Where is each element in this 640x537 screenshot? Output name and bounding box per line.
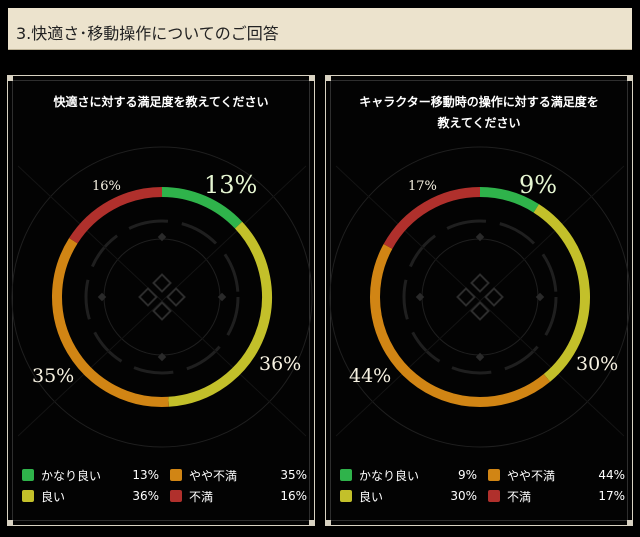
donut-slice-somewhat-dissatisfied xyxy=(52,238,169,407)
ornament-diamond xyxy=(157,232,167,242)
legend-value: 44% xyxy=(598,468,625,482)
legend-item-dissatisfied: 不満 17% xyxy=(488,487,625,505)
legend-swatch xyxy=(488,490,500,502)
legend-swatch xyxy=(170,469,182,481)
ornament-diamond xyxy=(157,352,167,362)
value-label-very-good: 9% xyxy=(519,171,558,199)
background-ornament xyxy=(11,146,313,448)
ornament-diamond xyxy=(456,287,476,307)
legend-value: 16% xyxy=(280,489,307,503)
ornament-diamond xyxy=(138,287,158,307)
legend-item-very-good: かなり良い 9% xyxy=(340,466,477,484)
corner-ornament xyxy=(627,76,632,81)
donut-slice-good xyxy=(533,204,590,382)
legend-item-somewhat-dissatisfied: やや不満 44% xyxy=(488,466,625,484)
chart-title-line: 教えてください xyxy=(437,116,521,130)
chart-title: キャラクター移動時の操作に対する満足度を 教えてください xyxy=(326,92,632,134)
ornament-diamond xyxy=(470,273,490,293)
legend-swatch xyxy=(340,469,352,481)
value-label-good: 30% xyxy=(576,353,619,375)
corner-ornament xyxy=(309,76,314,81)
value-label-very-good: 13% xyxy=(204,171,258,199)
chart-panel-comfort: 快適さに対する満足度を教えてください 16% 13% 36% 35% かなり良い… xyxy=(7,75,315,526)
legend-item-good: 良い 36% xyxy=(22,487,159,505)
legend-value: 30% xyxy=(450,489,477,503)
ornament-line xyxy=(335,165,625,437)
ornament-diamond xyxy=(415,292,425,302)
corner-ornament xyxy=(326,520,331,525)
ornament-diamond xyxy=(166,287,186,307)
donut-slice-very-good xyxy=(161,187,243,229)
ornament-diamond xyxy=(535,292,545,302)
legend-label: かなり良い xyxy=(41,468,102,483)
chart-legend: かなり良い 13% やや不満 35% 良い 36% 不満 16% xyxy=(22,466,307,506)
ornament-diamond xyxy=(152,273,172,293)
ornament-diamond xyxy=(475,352,485,362)
chart-panel-movement: キャラクター移動時の操作に対する満足度を 教えてください 17% 9% 30% … xyxy=(325,75,633,526)
value-label-dissatisfied: 16% xyxy=(92,179,121,194)
legend-label: 不満 xyxy=(189,489,214,504)
value-label-good: 36% xyxy=(259,353,302,375)
legend-item-very-good: かなり良い 13% xyxy=(22,466,159,484)
donut-slice-dissatisfied xyxy=(383,187,481,249)
chart-title: 快適さに対する満足度を教えてください xyxy=(53,95,269,109)
legend-swatch xyxy=(488,469,500,481)
legend-value: 17% xyxy=(598,489,625,503)
corner-ornament xyxy=(627,520,632,525)
value-label-dissatisfied: 17% xyxy=(408,179,437,194)
corner-ornament xyxy=(309,520,314,525)
chart-title-line: キャラクター移動時の操作に対する満足度を xyxy=(359,95,599,109)
corner-ornament xyxy=(326,76,331,81)
donut-chart xyxy=(52,187,272,407)
donut-slice-somewhat-dissatisfied xyxy=(370,244,551,407)
ornament-diamond xyxy=(484,287,504,307)
legend-item-dissatisfied: 不満 16% xyxy=(170,487,307,505)
legend-swatch xyxy=(340,490,352,502)
donut-slice-good xyxy=(168,221,272,407)
chart-legend: かなり良い 9% やや不満 44% 良い 30% 不満 17% xyxy=(340,466,625,506)
legend-swatch xyxy=(22,490,34,502)
legend-value: 35% xyxy=(280,468,307,482)
donut-chart xyxy=(370,187,590,407)
ornament-diamond xyxy=(97,292,107,302)
ornament-ring xyxy=(402,219,558,375)
legend-label: やや不満 xyxy=(507,468,556,483)
legend-item-good: 良い 30% xyxy=(340,487,477,505)
legend-swatch xyxy=(170,490,182,502)
corner-ornament xyxy=(8,520,13,525)
ornament-ring xyxy=(84,219,240,375)
ornament-line xyxy=(17,165,307,437)
legend-value: 36% xyxy=(132,489,159,503)
legend-item-somewhat-dissatisfied: やや不満 35% xyxy=(170,466,307,484)
section-header xyxy=(8,8,632,50)
corner-ornament xyxy=(8,76,13,81)
donut-slice-very-good xyxy=(479,187,539,213)
background-ornament xyxy=(329,146,631,448)
ornament-ring xyxy=(329,146,631,448)
ornament-diamond xyxy=(217,292,227,302)
legend-label: 良い xyxy=(41,489,66,504)
legend-value: 13% xyxy=(132,468,159,482)
legend-label: やや不満 xyxy=(189,468,238,483)
ornament-ring xyxy=(11,146,313,448)
legend-label: 不満 xyxy=(507,489,532,504)
ornament-diamond xyxy=(470,301,490,321)
legend-swatch xyxy=(22,469,34,481)
legend-label: 良い xyxy=(359,489,384,504)
value-label-somewhat-dissatisfied: 35% xyxy=(32,365,75,387)
legend-value: 9% xyxy=(457,468,477,482)
legend-label: かなり良い xyxy=(359,468,420,483)
section-title: 3.快適さ･移動操作についてのご回答 xyxy=(16,24,279,43)
ornament-diamond xyxy=(152,301,172,321)
ornament-diamond xyxy=(475,232,485,242)
value-label-somewhat-dissatisfied: 44% xyxy=(349,365,392,387)
donut-slice-dissatisfied xyxy=(69,187,163,244)
